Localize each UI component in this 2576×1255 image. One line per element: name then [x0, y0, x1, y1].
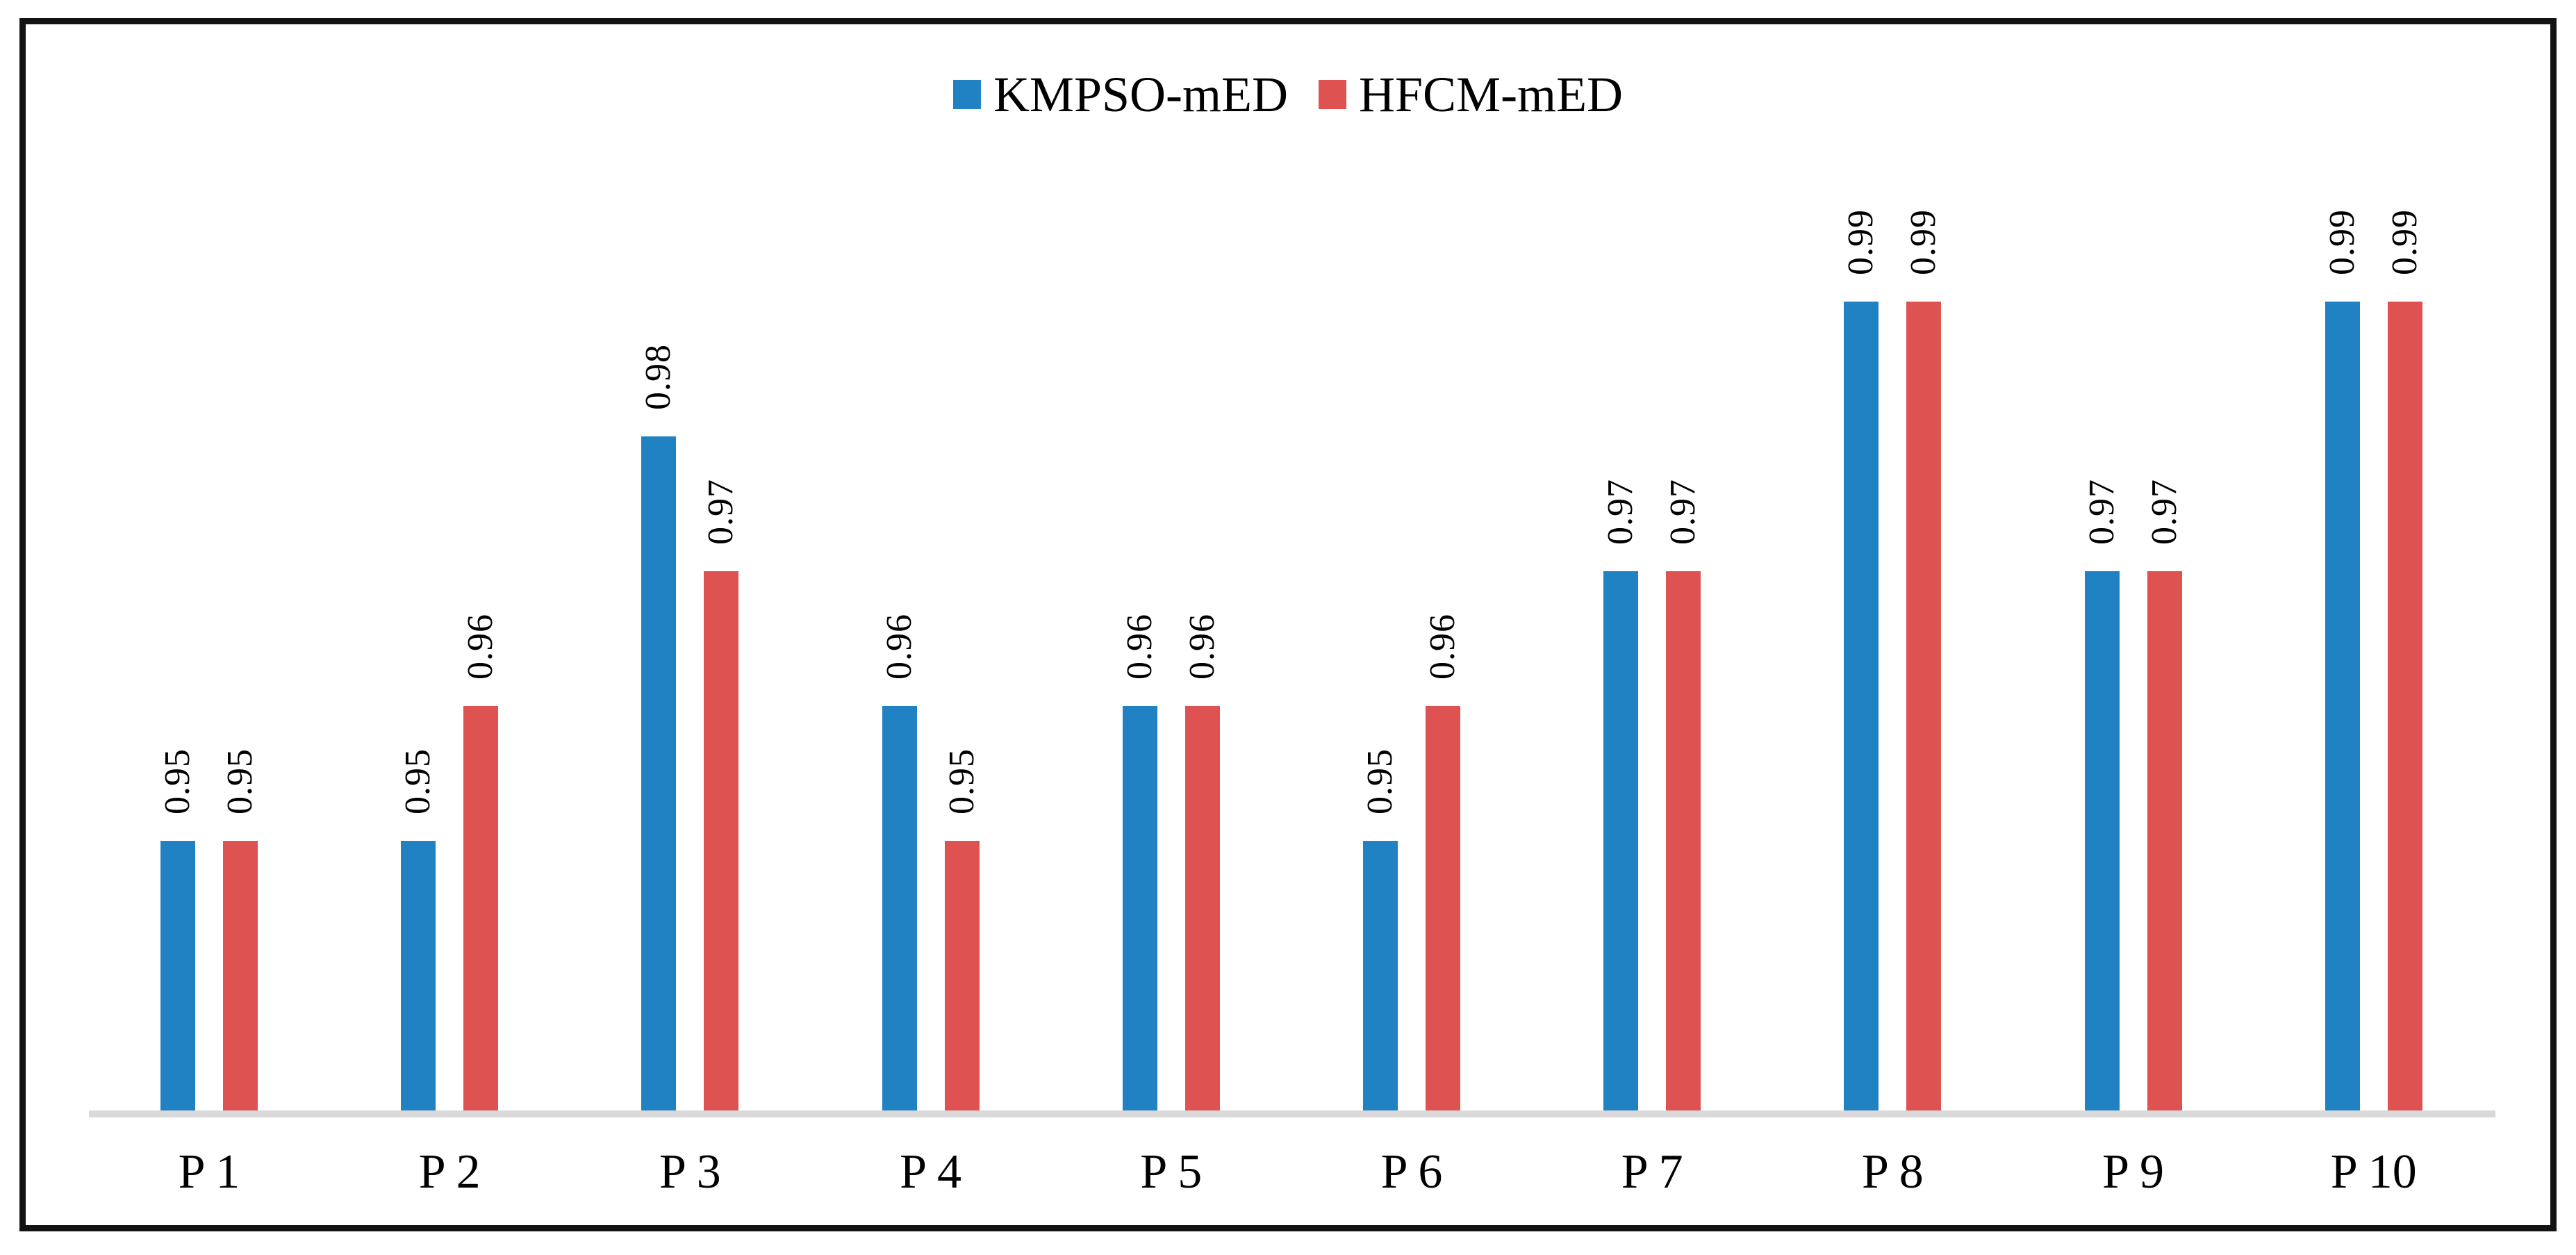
x-tick-label-p5: P 5: [1140, 1145, 1203, 1199]
legend-swatch-hfcm-med: [1319, 80, 1346, 109]
x-tick-label-p4: P 4: [900, 1145, 962, 1199]
x-tick-label-p10: P 10: [2330, 1145, 2417, 1199]
x-tick-label-p7: P 7: [1621, 1145, 1683, 1199]
value-label-hfcm-med-p9: 0.97: [2145, 479, 2184, 545]
bar-hfcm-med-p8: [1906, 302, 1942, 1110]
x-tick-label-p9: P 9: [2102, 1145, 2165, 1199]
x-tick-label-p2: P 2: [418, 1145, 481, 1199]
bar-kmpso-med-p1: [160, 841, 195, 1110]
value-label-hfcm-med-p2: 0.96: [461, 614, 500, 680]
bar-kmpso-med-p4: [882, 706, 917, 1110]
value-label-kmpso-med-p7: 0.97: [1601, 479, 1640, 545]
bar-kmpso-med-p10: [2325, 302, 2360, 1110]
value-label-kmpso-med-p4: 0.96: [880, 614, 919, 680]
value-label-hfcm-med-p10: 0.99: [2385, 209, 2425, 275]
legend-item-hfcm-med: HFCM-mED: [1319, 69, 1623, 120]
legend-label-kmpso-med: KMPSO-mED: [993, 67, 1288, 122]
legend-swatch-kmpso-med: [952, 80, 981, 109]
value-label-hfcm-med-p5: 0.96: [1182, 614, 1222, 680]
value-label-kmpso-med-p3: 0.98: [638, 344, 678, 410]
bar-hfcm-med-p10: [2387, 302, 2422, 1110]
x-tick-label-p8: P 8: [1861, 1145, 1924, 1199]
value-label-kmpso-med-p9: 0.97: [2082, 479, 2122, 545]
bar-hfcm-med-p2: [463, 706, 499, 1110]
x-axis-line: [89, 1110, 2495, 1117]
bar-hfcm-med-p4: [944, 841, 980, 1110]
value-label-hfcm-med-p1: 0.95: [220, 748, 260, 814]
bar-kmpso-med-p2: [401, 841, 436, 1110]
bar-kmpso-med-p7: [1603, 571, 1639, 1110]
bar-kmpso-med-p6: [1363, 841, 1398, 1110]
value-label-kmpso-med-p1: 0.95: [158, 748, 197, 814]
bar-kmpso-med-p5: [1122, 706, 1157, 1110]
value-label-hfcm-med-p4: 0.95: [942, 748, 982, 814]
bar-kmpso-med-p3: [641, 436, 677, 1110]
bar-hfcm-med-p5: [1184, 706, 1220, 1110]
value-label-hfcm-med-p8: 0.99: [1904, 209, 1943, 275]
value-label-kmpso-med-p6: 0.95: [1360, 748, 1400, 814]
value-label-hfcm-med-p3: 0.97: [701, 479, 741, 545]
value-label-kmpso-med-p2: 0.95: [398, 748, 438, 814]
value-label-kmpso-med-p10: 0.99: [2322, 209, 2362, 275]
bar-kmpso-med-p9: [2084, 571, 2120, 1110]
bar-hfcm-med-p3: [704, 571, 739, 1110]
bar-hfcm-med-p1: [223, 841, 258, 1110]
x-tick-label-p3: P 3: [659, 1145, 721, 1199]
value-label-kmpso-med-p8: 0.99: [1841, 209, 1881, 275]
bar-hfcm-med-p6: [1426, 706, 1460, 1110]
chart-frame: [19, 18, 2557, 1231]
bar-hfcm-med-p9: [2147, 571, 2182, 1110]
legend-item-kmpso-med: KMPSO-mED: [952, 67, 1288, 122]
x-tick-label-p6: P 6: [1380, 1145, 1443, 1199]
bar-hfcm-med-p7: [1666, 571, 1701, 1110]
legend: KMPSO-mED HFCM-mED: [0, 69, 2576, 120]
value-label-hfcm-med-p7: 0.97: [1663, 479, 1703, 545]
x-tick-label-p1: P 1: [178, 1145, 240, 1199]
value-label-kmpso-med-p5: 0.96: [1120, 614, 1159, 680]
value-label-hfcm-med-p6: 0.96: [1423, 614, 1462, 680]
bar-kmpso-med-p8: [1844, 302, 1879, 1110]
legend-label-hfcm-med: HFCM-mED: [1359, 67, 1624, 122]
